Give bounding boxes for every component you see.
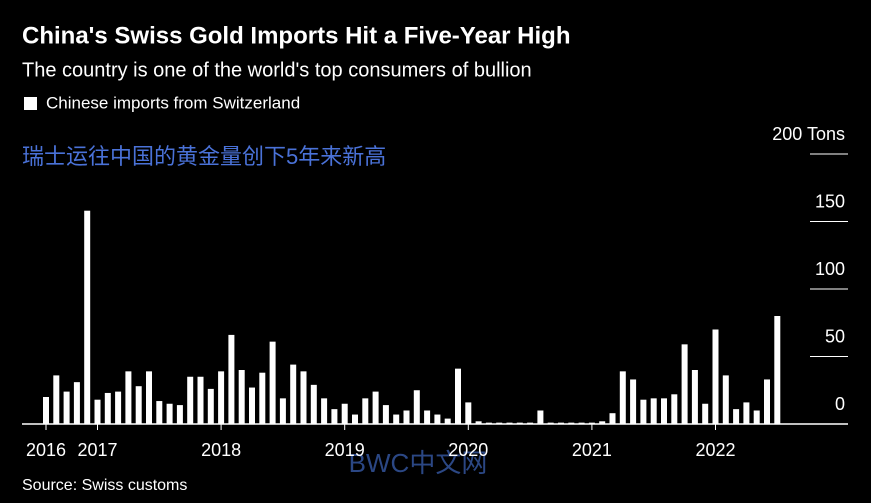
bar [300, 371, 307, 424]
bar [702, 403, 709, 424]
bar [764, 379, 770, 424]
bar [465, 402, 472, 424]
x-tick-label: 2021 [572, 440, 612, 460]
bar [681, 344, 688, 424]
bar [269, 341, 276, 424]
bar [434, 414, 441, 424]
bar [650, 398, 657, 424]
bar [691, 370, 698, 424]
bar [43, 397, 49, 424]
bar [125, 371, 132, 424]
bar [207, 388, 214, 424]
bar [166, 403, 173, 424]
bar [115, 391, 122, 424]
bar [279, 398, 286, 424]
bar [259, 372, 266, 424]
bar [341, 403, 348, 424]
bar [393, 414, 400, 424]
bar [578, 422, 585, 424]
source: Source: Swiss customs [22, 477, 187, 494]
chart-subtitle: The country is one of the world's top co… [22, 59, 532, 81]
bar [558, 422, 564, 424]
legend-label: Chinese imports from Switzerland [46, 93, 300, 112]
y-tick-label: 200 Tons [772, 124, 845, 144]
bar [630, 379, 637, 424]
bar [156, 401, 163, 424]
y-tick-label: 0 [835, 394, 845, 414]
bar [496, 422, 503, 424]
bar [238, 370, 245, 424]
bar [249, 387, 255, 424]
x-tick-label: 2018 [201, 440, 241, 460]
bar [475, 421, 482, 424]
bar [73, 382, 80, 424]
y-tick-label: 150 [815, 191, 845, 211]
bar [146, 371, 152, 424]
bar [733, 409, 740, 424]
bar [382, 405, 389, 424]
bar [661, 398, 667, 424]
bar [218, 371, 225, 424]
bar [403, 410, 410, 424]
bar [372, 391, 379, 424]
bar [94, 399, 101, 424]
bar [63, 391, 70, 424]
bar [290, 364, 297, 424]
annotation: 瑞士运往中国的黄金量创下5年来新高 [22, 144, 386, 169]
bar [506, 422, 513, 424]
x-tick-label: 2022 [695, 440, 735, 460]
bar [321, 398, 328, 424]
bar [413, 390, 420, 424]
bar [331, 409, 338, 424]
bar [352, 414, 358, 424]
bar [619, 371, 626, 424]
bar [84, 210, 91, 424]
x-tick-label: 2020 [448, 440, 488, 460]
legend-swatch [24, 97, 37, 110]
bar [599, 421, 606, 424]
watermark: BWC中文网 [349, 448, 488, 478]
bar [568, 422, 575, 424]
bar [187, 376, 194, 424]
bar [228, 334, 235, 424]
bar [310, 384, 317, 424]
bar [455, 368, 461, 424]
bar [671, 394, 678, 424]
bar [537, 410, 544, 424]
bar [135, 386, 142, 424]
bar [743, 402, 750, 424]
bar [485, 422, 492, 424]
bar [176, 405, 183, 424]
bar [774, 316, 781, 424]
bar [424, 410, 431, 424]
bar [547, 422, 554, 424]
bar [197, 376, 204, 424]
y-tick-label: 100 [815, 259, 845, 279]
x-tick-label: 2017 [77, 440, 117, 460]
x-tick-label: 2016 [26, 440, 66, 460]
bar [516, 422, 523, 424]
bar [104, 392, 111, 424]
bar [722, 375, 729, 424]
bar [609, 413, 616, 424]
bar [444, 418, 451, 424]
bar [588, 422, 595, 424]
bar [527, 422, 534, 424]
y-tick-label: 50 [825, 326, 845, 346]
x-tick-label: 2019 [325, 440, 365, 460]
bar [712, 329, 719, 424]
bar [362, 398, 369, 424]
bar [753, 410, 760, 424]
bar [53, 375, 60, 424]
bar [640, 399, 647, 424]
chart-title: China's Swiss Gold Imports Hit a Five-Ye… [22, 22, 571, 49]
